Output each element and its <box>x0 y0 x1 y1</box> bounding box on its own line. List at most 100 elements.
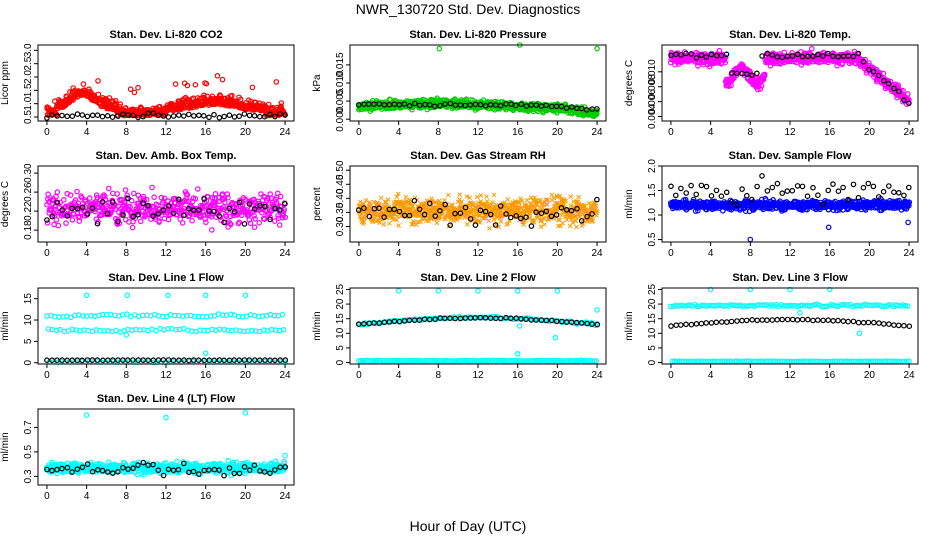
data-point <box>432 213 439 219</box>
data-point <box>124 192 131 199</box>
data-point <box>261 203 268 210</box>
data-point <box>202 350 209 357</box>
data-point <box>505 221 511 226</box>
data-point <box>446 192 451 198</box>
data-point <box>722 59 729 66</box>
data-point <box>708 51 715 58</box>
x-tick-label: 24 <box>904 127 916 138</box>
data-point <box>577 214 582 220</box>
raw-series <box>356 191 600 231</box>
data-point <box>241 111 248 117</box>
data-point <box>179 220 186 226</box>
data-point <box>905 184 912 191</box>
data-point <box>135 114 141 121</box>
data-point <box>904 91 911 97</box>
data-point <box>503 202 509 208</box>
data-point <box>733 70 740 77</box>
data-point <box>135 212 141 218</box>
data-point <box>528 195 534 200</box>
data-point <box>413 222 419 227</box>
data-point <box>222 199 228 206</box>
data-point <box>221 206 227 213</box>
data-point <box>115 113 121 119</box>
panel-title: Stan. Dev. Li-820 Temp. <box>729 29 851 41</box>
data-point <box>865 66 872 73</box>
data-point <box>442 201 449 208</box>
y-axis-label: ml/min <box>624 189 635 218</box>
data-point <box>186 198 192 204</box>
x-tick-label: 4 <box>708 248 714 259</box>
data-point <box>703 183 710 190</box>
data-point <box>140 113 146 120</box>
data-point <box>112 97 119 104</box>
data-point <box>723 189 730 196</box>
data-point <box>49 213 56 220</box>
data-point <box>381 102 388 108</box>
data-point <box>79 204 86 211</box>
data-point <box>754 70 760 77</box>
data-point <box>471 202 477 207</box>
data-point <box>271 218 278 224</box>
data-point <box>749 72 755 79</box>
data-point <box>265 195 271 201</box>
data-point <box>160 113 167 119</box>
data-point <box>274 190 281 197</box>
data-point <box>517 215 524 222</box>
data-point <box>117 101 124 107</box>
y-tick-label: 2.0 <box>23 70 34 84</box>
data-point <box>567 223 573 229</box>
data-point <box>819 53 826 59</box>
data-point <box>74 205 81 212</box>
data-point <box>678 52 684 58</box>
data-point <box>381 222 387 227</box>
data-point <box>576 194 581 200</box>
data-point <box>396 223 401 228</box>
data-point <box>150 110 157 117</box>
y-tick-label: 0.000 <box>335 106 346 131</box>
y-tick-label: 3.0 <box>23 43 34 57</box>
data-point <box>151 194 157 201</box>
y-tick-label: 0.30 <box>335 216 346 236</box>
data-point <box>196 112 202 119</box>
data-point <box>467 216 474 222</box>
data-point <box>582 204 587 209</box>
data-point <box>216 114 223 121</box>
data-point <box>472 101 479 108</box>
x-tick-label: 8 <box>124 127 130 138</box>
data-point <box>860 58 867 65</box>
x-tick-label: 24 <box>592 248 604 259</box>
data-point <box>594 208 600 214</box>
data-point <box>184 192 191 198</box>
data-point <box>574 206 580 212</box>
x-tick-label: 12 <box>784 248 796 259</box>
data-point <box>69 113 76 120</box>
data-point <box>362 215 368 221</box>
data-point <box>594 108 600 114</box>
data-point <box>815 192 821 199</box>
data-point <box>149 184 155 191</box>
data-point <box>267 214 273 220</box>
data-point <box>161 195 168 202</box>
data-point <box>387 221 392 226</box>
data-point <box>487 211 494 218</box>
panel-title: Stan. Dev. Sample Flow <box>729 150 852 162</box>
data-point <box>241 221 248 227</box>
data-point <box>764 50 771 57</box>
data-point <box>426 200 433 207</box>
data-point <box>99 113 106 120</box>
data-point <box>407 207 413 213</box>
panel-title: Stan. Dev. Li-820 Pressure <box>409 29 546 41</box>
data-point <box>396 102 403 108</box>
data-point <box>538 224 544 229</box>
data-point <box>366 213 373 220</box>
x-tick-label: 24 <box>904 248 916 259</box>
data-point <box>80 81 87 87</box>
data-point <box>521 222 526 228</box>
data-point <box>403 194 409 200</box>
panel-title: Stan. Dev. Gas Stream RH <box>410 150 546 162</box>
data-point <box>718 52 725 59</box>
data-point <box>170 113 177 119</box>
data-point <box>371 101 377 108</box>
data-point <box>86 195 93 201</box>
data-point <box>703 54 710 60</box>
